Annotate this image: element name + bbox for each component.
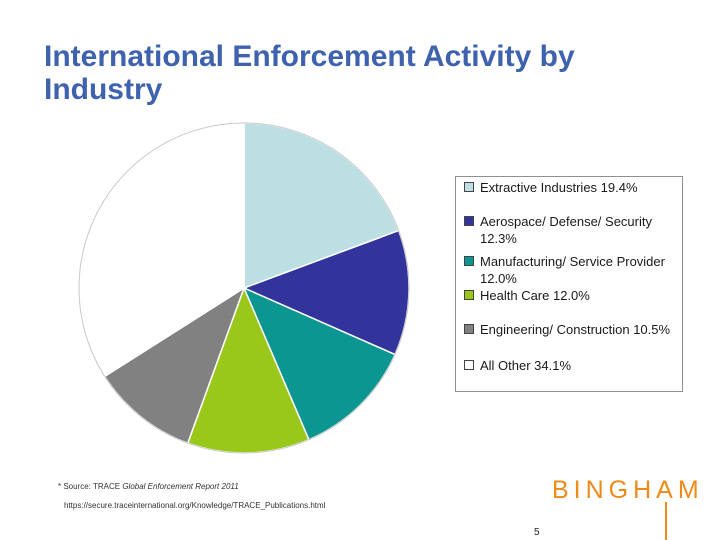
chart-legend: Extractive Industries 19.4% Aerospace/ De… [455, 176, 683, 392]
source-report: Global Enforcement Report 2011 [122, 482, 239, 491]
legend-label: Aerospace/ Defense/ Security 12.3% [480, 214, 652, 246]
legend-swatch [464, 182, 474, 192]
bingham-logo: BINGHAM [552, 476, 704, 504]
legend-item: Aerospace/ Defense/ Security 12.3% [464, 213, 680, 247]
slide-title: International Enforcement Activity by In… [44, 40, 575, 106]
legend-label: All Other 34.1% [480, 358, 572, 373]
brand-divider [665, 502, 667, 540]
legend-swatch [464, 290, 474, 300]
legend-item: Extractive Industries 19.4% [464, 179, 680, 196]
source-note: * Source: TRACE Global Enforcement Repor… [58, 482, 239, 492]
source-url: https://secure.traceinternational.org/Kn… [64, 501, 326, 510]
legend-label: Manufacturing/ Service Provider 12.0% [480, 254, 665, 286]
legend-swatch [464, 256, 474, 266]
legend-item: Engineering/ Construction 10.5% [464, 321, 680, 338]
legend-label: Extractive Industries 19.4% [480, 180, 638, 195]
legend-item: All Other 34.1% [464, 357, 680, 374]
source-prefix: * Source: TRACE [58, 482, 123, 491]
legend-item: Manufacturing/ Service Provider 12.0% [464, 253, 680, 287]
legend-swatch [464, 360, 474, 370]
legend-swatch [464, 216, 474, 226]
legend-item: Health Care 12.0% [464, 287, 680, 304]
pie-outline [78, 122, 410, 454]
legend-label: Engineering/ Construction 10.5% [480, 322, 671, 337]
legend-label: Health Care 12.0% [480, 288, 590, 303]
legend-swatch [464, 324, 474, 334]
page-number: 5 [534, 527, 540, 538]
